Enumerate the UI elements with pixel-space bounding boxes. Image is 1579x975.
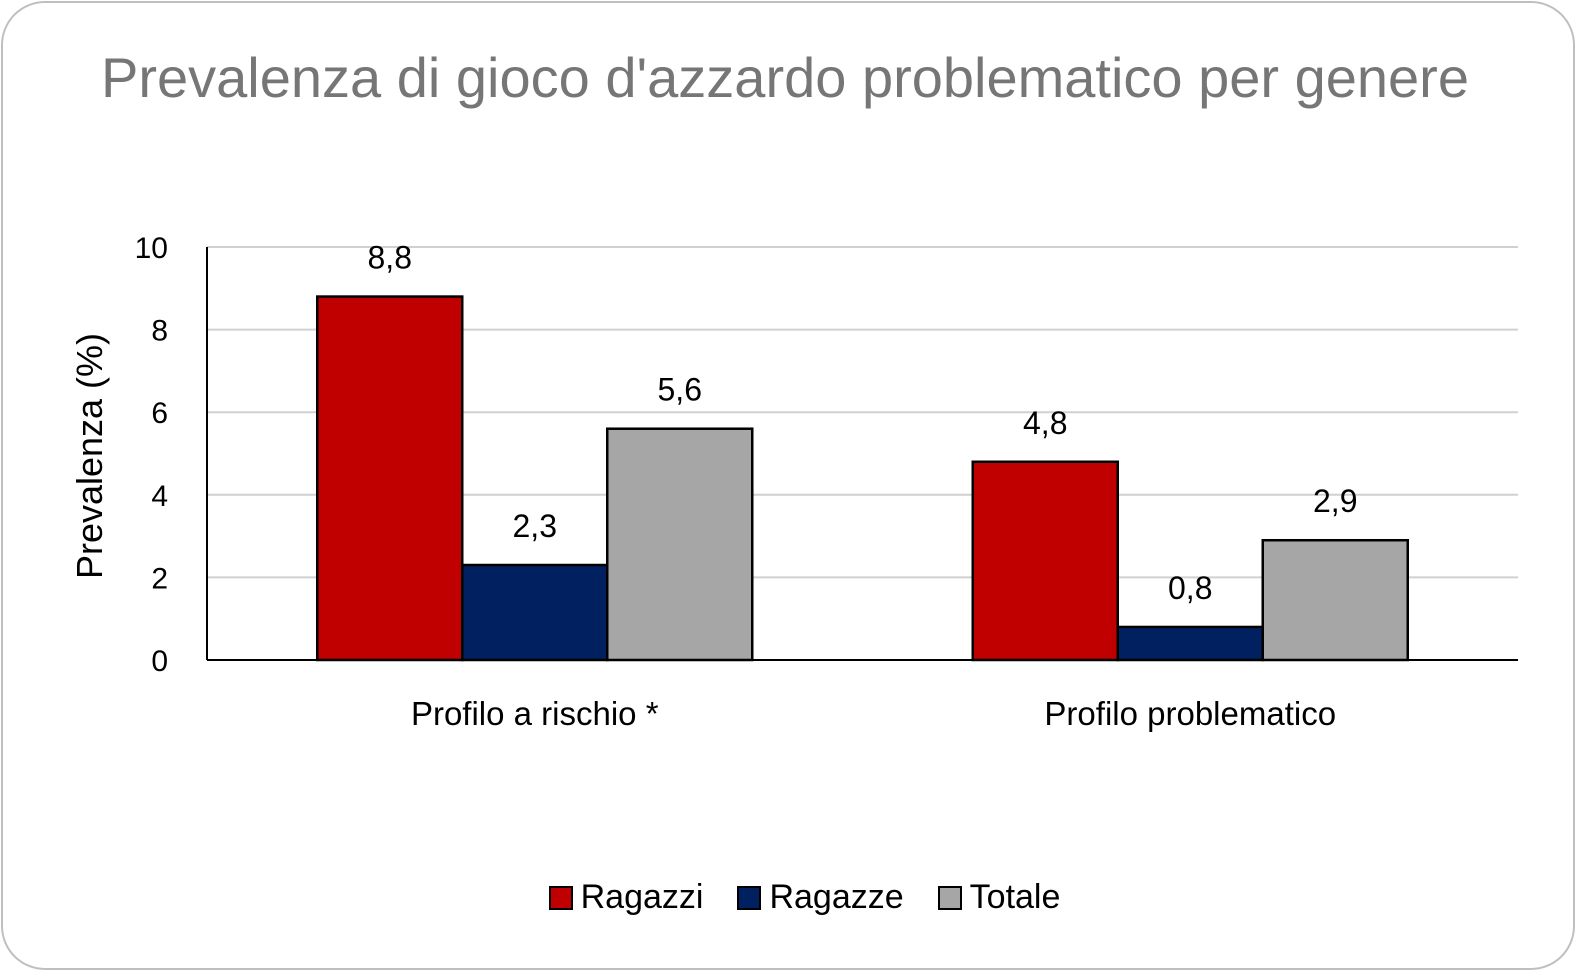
legend-label: Ragazzi (580, 878, 704, 916)
legend-item-ragazzi: Ragazzi (548, 878, 704, 917)
y-axis-title: Prevalenza (%) (69, 333, 110, 579)
bar-ragazzi-2 (971, 460, 1119, 662)
legend: Ragazzi Ragazze Totale (15, 878, 1579, 917)
bars (316, 295, 1409, 662)
legend-swatch (548, 885, 573, 910)
legend-swatch (937, 885, 962, 910)
legend-swatch (737, 885, 762, 910)
x-category-label: Profilo problematico (1044, 695, 1336, 732)
y-tick-label: 0 (151, 645, 168, 678)
legend-item-totale: Totale (937, 878, 1061, 917)
axes: 0 2 4 6 8 10 Profilo a rischio * Profilo proble… (135, 232, 1518, 732)
y-tick-label: 2 (151, 562, 168, 595)
legend-label: Ragazze (769, 878, 904, 916)
data-label: 8,8 (368, 240, 412, 276)
data-label: 4,8 (1023, 405, 1067, 441)
bar-ragazzi-1 (316, 295, 464, 662)
bar-ragazze-1 (461, 563, 609, 662)
data-label: 2,3 (513, 508, 557, 544)
bar-totale-1 (606, 427, 754, 662)
y-tick-label: 10 (135, 232, 168, 265)
x-category-label: Profilo a rischio * (411, 695, 659, 732)
y-tick-label: 6 (151, 397, 168, 430)
legend-item-ragazze: Ragazze (737, 878, 904, 917)
data-label: 2,9 (1313, 483, 1357, 519)
y-tick-label: 8 (151, 315, 168, 348)
chart-title: Prevalenza di gioco d'azzardo problemati… (101, 46, 1469, 109)
data-label: 0,8 (1168, 570, 1212, 606)
bar-totale-2 (1261, 538, 1409, 662)
legend-label: Totale (969, 878, 1061, 916)
data-labels: 8,8 2,3 5,6 4,8 0,8 2,9 (368, 240, 1358, 606)
bar-ragazze-2 (1116, 625, 1264, 662)
y-tick-label: 4 (151, 480, 168, 513)
data-label: 5,6 (658, 372, 702, 408)
